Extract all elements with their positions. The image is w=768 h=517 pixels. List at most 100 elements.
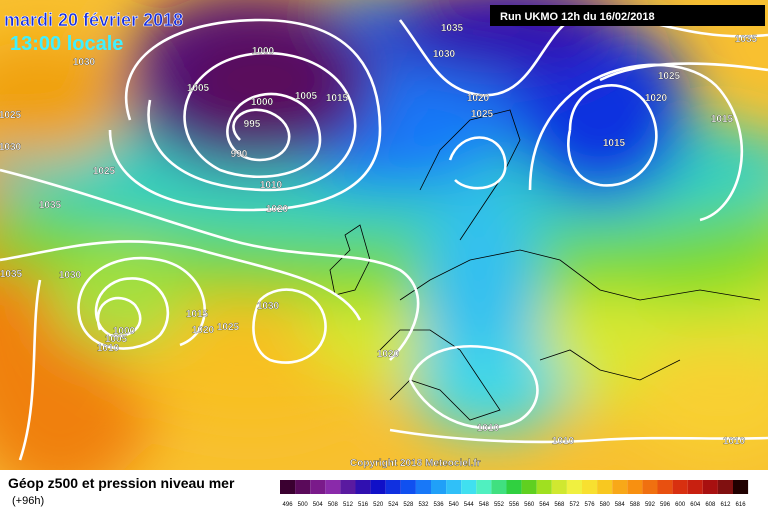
legend-swatch	[627, 480, 643, 494]
legend-value: 584	[615, 502, 626, 508]
footer-lead: (+96h)	[12, 495, 44, 507]
legend-value: 496	[283, 502, 294, 508]
legend-value: 500	[298, 502, 309, 508]
legend-swatch	[687, 480, 703, 494]
legend-swatch	[280, 480, 296, 494]
legend-value: 576	[585, 502, 596, 508]
legend-value: 596	[660, 502, 671, 508]
legend: 496 500 504 508 512 516 520 524 528 532 536 540 544 5…	[280, 480, 749, 508]
legend-swatch	[733, 480, 749, 494]
legend-swatch	[566, 480, 582, 494]
footer-title: Géop z500 et pression niveau mer	[8, 475, 235, 491]
legend-swatch	[295, 480, 311, 494]
legend-value: 528	[403, 502, 414, 508]
isobar-label: 1000	[251, 97, 274, 108]
legend-swatch	[657, 480, 673, 494]
legend-swatch	[597, 480, 613, 494]
legend-swatch	[536, 480, 552, 494]
isobar-label: 1030	[433, 49, 456, 60]
isobar-label: 1005	[105, 334, 128, 345]
isobar-label: 1015	[603, 138, 626, 149]
isobar-label: 1010	[552, 436, 575, 447]
legend-value: 572	[569, 502, 580, 508]
legend-value: 548	[479, 502, 490, 508]
legend-swatch	[717, 480, 733, 494]
copyright: Copyright 2018 Meteociel.fr	[350, 458, 481, 469]
legend-swatch	[506, 480, 522, 494]
legend-value: 520	[373, 502, 384, 508]
legend-value: 532	[418, 502, 429, 508]
isobar-label: 1025	[658, 71, 681, 82]
coastlines	[329, 109, 761, 421]
legend-value: 568	[554, 502, 565, 508]
isobar-label: 1025	[217, 322, 240, 333]
legend-swatch	[310, 480, 326, 494]
isobar-label: 1035	[39, 200, 62, 211]
isobar-label: 1015	[186, 309, 209, 320]
isobar-label: 1020	[266, 204, 289, 215]
legend-value: 564	[539, 502, 550, 508]
isobar-label: 1005	[187, 83, 210, 94]
isobar-label: 1025	[471, 109, 494, 120]
legend-swatch	[431, 480, 447, 494]
isobar-label: 1000	[252, 46, 275, 57]
legend-value: 540	[449, 502, 460, 508]
isobar-label: 1035	[441, 23, 464, 34]
isobar-label: 1005	[295, 91, 318, 102]
legend-value: 504	[313, 502, 324, 508]
legend-value: 516	[358, 502, 369, 508]
legend-value: 588	[630, 502, 641, 508]
isobar-label: 1035	[735, 34, 758, 45]
run-box	[490, 5, 765, 26]
legend-value: 544	[464, 502, 475, 508]
legend-swatch	[400, 480, 416, 494]
isobar-label: 1010	[477, 423, 500, 434]
legend-swatch	[446, 480, 462, 494]
isobar-label: 1020	[192, 325, 215, 336]
legend-value: 592	[645, 502, 656, 508]
legend-swatch	[385, 480, 401, 494]
isobar-label: 995	[244, 119, 261, 130]
isobar-label: 990	[231, 149, 248, 160]
isobar-label: 1035	[0, 269, 23, 280]
run-label: Run UKMO 12h du 16/02/2018	[500, 11, 655, 23]
legend-swatch	[551, 480, 567, 494]
legend-value: 552	[494, 502, 505, 508]
legend-swatch	[702, 480, 718, 494]
legend-swatch	[476, 480, 492, 494]
isobar-label: 1030	[73, 57, 96, 68]
legend-swatch	[415, 480, 431, 494]
legend-value: 536	[434, 502, 445, 508]
legend-swatch	[582, 480, 598, 494]
isobar-label: 1010	[260, 180, 283, 191]
legend-swatch	[370, 480, 386, 494]
legend-swatch	[491, 480, 507, 494]
legend-value: 508	[328, 502, 339, 508]
isobars	[0, 18, 768, 461]
legend-swatch	[642, 480, 658, 494]
legend-value: 560	[524, 502, 535, 508]
legend-value: 556	[509, 502, 520, 508]
isobar-label: 1020	[377, 349, 400, 360]
legend-swatch	[340, 480, 356, 494]
legend-swatch	[325, 480, 341, 494]
isobar-label: 1015	[711, 114, 734, 125]
legend-value: 616	[736, 502, 747, 508]
isobar-label: 1015	[326, 93, 349, 104]
legend-swatch	[612, 480, 628, 494]
legend-value: 608	[705, 502, 716, 508]
isobar-label: 1000	[113, 326, 136, 337]
field	[0, 0, 768, 470]
legend-value: 580	[600, 502, 611, 508]
legend-swatch	[461, 480, 477, 494]
isobar-label: 1020	[467, 93, 490, 104]
legend-value: 604	[690, 502, 701, 508]
date-label: mardi 20 février 2018	[4, 10, 183, 30]
isobar-label: 1030	[257, 301, 280, 312]
time-label: 13:00 locale	[10, 33, 123, 55]
isobar-label: 1030	[0, 142, 22, 153]
legend-value: 524	[388, 502, 399, 508]
legend-value: 512	[343, 502, 354, 508]
